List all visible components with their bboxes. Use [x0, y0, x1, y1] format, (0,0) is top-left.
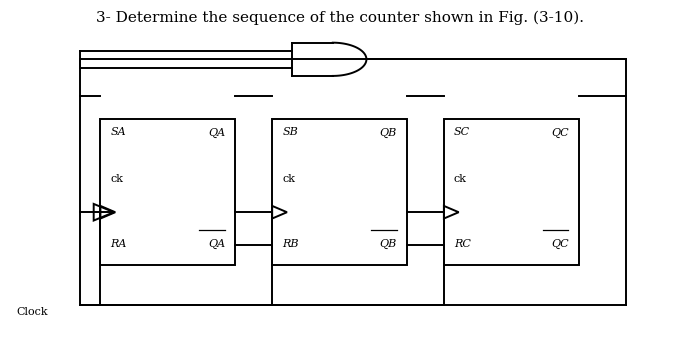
- Text: SC: SC: [454, 127, 470, 138]
- Text: SA: SA: [111, 127, 126, 138]
- Text: QB: QB: [380, 239, 397, 249]
- Text: ck: ck: [111, 174, 124, 184]
- Text: RB: RB: [282, 239, 299, 249]
- Text: 3- Determine the sequence of the counter shown in Fig. (3-10).: 3- Determine the sequence of the counter…: [96, 11, 583, 25]
- Text: RC: RC: [454, 239, 471, 249]
- Text: QC: QC: [551, 127, 568, 138]
- Text: QB: QB: [380, 127, 397, 138]
- Bar: [444, 119, 579, 265]
- Text: ck: ck: [282, 174, 295, 184]
- Text: QC: QC: [551, 239, 568, 249]
- Bar: [100, 119, 235, 265]
- Bar: [272, 119, 407, 265]
- Text: SB: SB: [282, 127, 298, 138]
- Text: Clock: Clock: [16, 307, 48, 317]
- Text: QA: QA: [208, 127, 225, 138]
- Text: RA: RA: [111, 239, 127, 249]
- Text: ck: ck: [454, 174, 467, 184]
- Text: QA: QA: [208, 239, 225, 249]
